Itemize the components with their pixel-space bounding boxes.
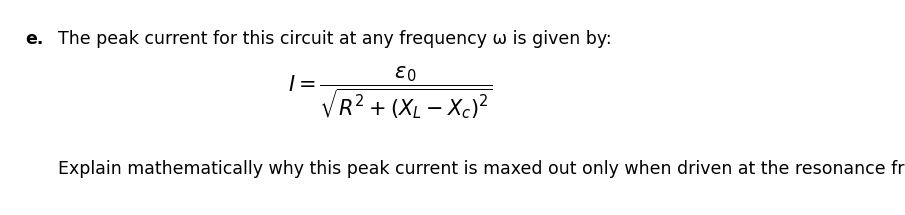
Text: $I = \dfrac{\varepsilon_0}{\sqrt{R^2 + (X_L - X_c)^2}}$: $I = \dfrac{\varepsilon_0}{\sqrt{R^2 + (… (288, 64, 492, 121)
Text: The peak current for this circuit at any frequency ω is given by:: The peak current for this circuit at any… (58, 30, 612, 48)
Text: Explain mathematically why this peak current is maxed out only when driven at th: Explain mathematically why this peak cur… (58, 160, 905, 178)
Text: e.: e. (25, 30, 43, 48)
